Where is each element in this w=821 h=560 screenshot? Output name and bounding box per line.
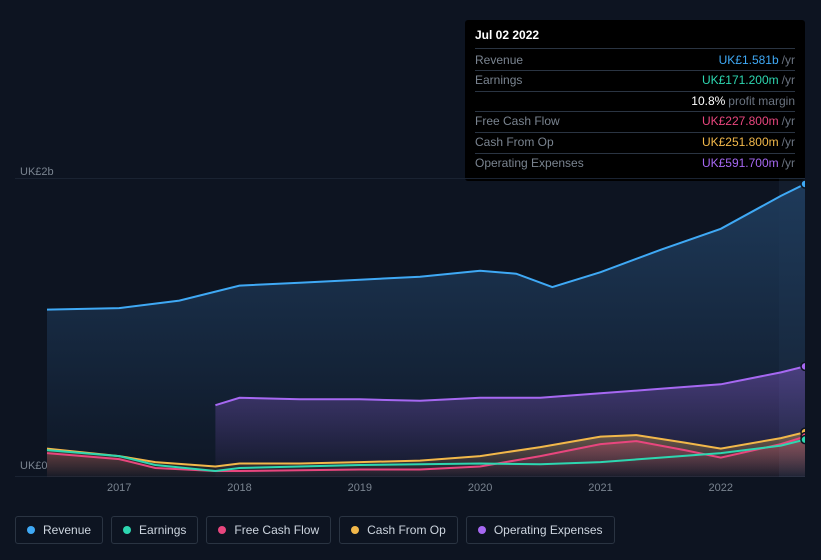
- legend: Revenue Earnings Free Cash Flow Cash From O…: [15, 516, 615, 544]
- tooltip-row: 10.8%profit margin: [475, 92, 795, 113]
- tooltip-row-value: 10.8%profit margin: [691, 94, 795, 110]
- x-axis: 2017 2018 2019 2020 2021 2022: [42, 482, 806, 498]
- financials-area-chart: [15, 178, 805, 477]
- legend-item-fcf[interactable]: Free Cash Flow: [206, 516, 331, 544]
- tooltip-date: Jul 02 2022: [475, 28, 795, 49]
- legend-dot-icon: [123, 526, 131, 534]
- tooltip-row: Operating Expenses UK£591.700m/yr: [475, 154, 795, 174]
- tooltip-row: Free Cash Flow UK£227.800m/yr: [475, 112, 795, 133]
- legend-label: Revenue: [43, 523, 91, 537]
- tooltip-row-label: Cash From Op: [475, 135, 554, 151]
- tooltip-row-value: UK£591.700m/yr: [702, 156, 795, 172]
- x-axis-tick: 2021: [588, 482, 612, 494]
- x-axis-tick: 2019: [348, 482, 372, 494]
- tooltip-row-value: UK£1.581b/yr: [719, 53, 795, 69]
- tooltip-row: Revenue UK£1.581b/yr: [475, 51, 795, 72]
- series-end-dot-revenue: [801, 180, 805, 188]
- series-end-dot-earnings: [801, 436, 805, 444]
- x-axis-tick: 2022: [709, 482, 733, 494]
- tooltip-row-value: UK£171.200m/yr: [702, 73, 795, 89]
- tooltip-row-label: Operating Expenses: [475, 156, 584, 172]
- tooltip-row-value: UK£251.800m/yr: [702, 135, 795, 151]
- tooltip-row-label: Free Cash Flow: [475, 114, 560, 130]
- x-axis-tick: 2018: [227, 482, 251, 494]
- legend-item-revenue[interactable]: Revenue: [15, 516, 103, 544]
- legend-label: Cash From Op: [367, 523, 446, 537]
- y-axis-label: UK£2b: [20, 166, 54, 178]
- legend-label: Earnings: [139, 523, 186, 537]
- legend-dot-icon: [218, 526, 226, 534]
- x-axis-tick: 2020: [468, 482, 492, 494]
- chart-tooltip: Jul 02 2022 Revenue UK£1.581b/yr Earnings U…: [465, 20, 805, 181]
- tooltip-row-label: Revenue: [475, 53, 523, 69]
- series-end-dot-opex: [801, 362, 805, 370]
- legend-item-earnings[interactable]: Earnings: [111, 516, 198, 544]
- legend-dot-icon: [478, 526, 486, 534]
- tooltip-row-label: Earnings: [475, 73, 522, 89]
- tooltip-row: Earnings UK£171.200m/yr: [475, 71, 795, 92]
- tooltip-row: Cash From Op UK£251.800m/yr: [475, 133, 795, 154]
- legend-item-opex[interactable]: Operating Expenses: [466, 516, 615, 544]
- tooltip-rows: Revenue UK£1.581b/yr Earnings UK£171.200m/y…: [475, 51, 795, 174]
- legend-dot-icon: [27, 526, 35, 534]
- legend-dot-icon: [351, 526, 359, 534]
- x-axis-tick: 2017: [107, 482, 131, 494]
- legend-label: Free Cash Flow: [234, 523, 319, 537]
- tooltip-row-value: UK£227.800m/yr: [702, 114, 795, 130]
- legend-item-cashop[interactable]: Cash From Op: [339, 516, 458, 544]
- legend-label: Operating Expenses: [494, 523, 603, 537]
